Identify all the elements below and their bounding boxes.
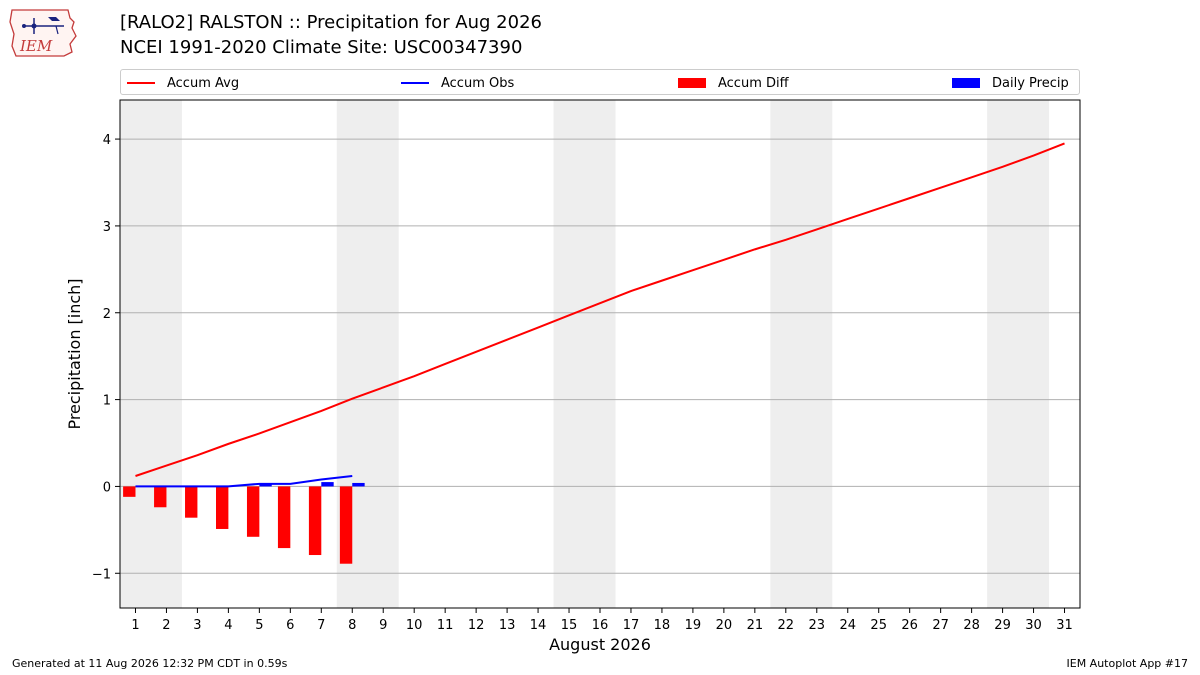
legend-item-accum-obs: Accum Obs xyxy=(401,73,514,93)
xtick-label-8: 8 xyxy=(348,618,356,633)
xtick-label-19: 19 xyxy=(685,618,702,633)
bar-accum-diff-day-5 xyxy=(246,486,260,537)
legend-item-daily-precip: Daily Precip xyxy=(952,73,1069,93)
generated-timestamp: Generated at 11 Aug 2026 12:32 PM CDT in… xyxy=(12,657,288,670)
xtick-label-11: 11 xyxy=(437,618,454,633)
xtick-label-22: 22 xyxy=(778,618,795,633)
xtick-label-18: 18 xyxy=(654,618,671,633)
iem-logo: IEM xyxy=(8,6,80,58)
xtick-label-24: 24 xyxy=(839,618,856,633)
xtick-label-29: 29 xyxy=(994,618,1011,633)
xtick-label-12: 12 xyxy=(468,618,485,633)
xtick-label-7: 7 xyxy=(317,618,325,633)
weekend-band-4 xyxy=(987,100,1050,608)
ytick-label-1: 0 xyxy=(103,480,111,495)
xtick-label-16: 16 xyxy=(592,618,609,633)
bar-daily-precip-day-8 xyxy=(352,482,365,487)
weekend-band-0 xyxy=(120,100,182,608)
xtick-label-5: 5 xyxy=(255,618,263,633)
xtick-label-20: 20 xyxy=(716,618,733,633)
xtick-label-6: 6 xyxy=(286,618,294,633)
legend-label-accum-obs: Accum Obs xyxy=(441,75,515,91)
legend-swatch-daily-precip xyxy=(952,78,980,88)
xtick-label-4: 4 xyxy=(224,618,232,633)
bar-accum-diff-day-6 xyxy=(277,486,291,549)
legend-swatch-accum-obs xyxy=(401,82,429,84)
weekend-band-2 xyxy=(553,100,616,608)
xtick-label-21: 21 xyxy=(747,618,764,633)
legend-item-accum-diff: Accum Diff xyxy=(678,73,789,93)
ytick-label-4: 3 xyxy=(103,220,111,235)
xtick-label-23: 23 xyxy=(809,618,826,633)
weekend-band-3 xyxy=(770,100,833,608)
logo-text: IEM xyxy=(19,37,53,55)
bar-daily-precip-day-7 xyxy=(321,482,334,487)
legend-label-daily-precip: Daily Precip xyxy=(992,75,1069,91)
ytick-label-5: 4 xyxy=(103,133,111,148)
bar-accum-diff-day-7 xyxy=(308,486,322,556)
xtick-label-3: 3 xyxy=(193,618,201,633)
line-accum-obs xyxy=(135,475,353,488)
line-accum-avg xyxy=(135,142,1065,477)
ytick-label-3: 2 xyxy=(103,307,111,322)
app-label: IEM Autoplot App #17 xyxy=(1066,657,1189,670)
xtick-label-17: 17 xyxy=(623,618,640,633)
legend-swatch-accum-avg xyxy=(127,82,155,84)
xtick-label-10: 10 xyxy=(406,618,423,633)
legend-item-accum-avg: Accum Avg xyxy=(127,73,239,93)
y-axis-label: Precipitation [inch] xyxy=(65,278,84,429)
xtick-label-13: 13 xyxy=(499,618,516,633)
xtick-label-9: 9 xyxy=(379,618,387,633)
legend-swatch-accum-diff xyxy=(678,78,706,88)
xtick-label-26: 26 xyxy=(901,618,918,633)
ytick-label-0: −1 xyxy=(92,567,111,582)
xtick-label-27: 27 xyxy=(932,618,949,633)
xtick-label-31: 31 xyxy=(1056,618,1073,633)
ytick-label-2: 1 xyxy=(103,394,111,409)
x-axis-label: August 2026 xyxy=(549,635,651,654)
xtick-label-1: 1 xyxy=(131,618,139,633)
bar-accum-diff-day-1 xyxy=(123,486,136,497)
bar-daily-precip-day-5 xyxy=(259,483,272,487)
bar-accum-diff-day-2 xyxy=(154,486,167,508)
bar-accum-diff-day-8 xyxy=(339,486,353,564)
bar-accum-diff-day-3 xyxy=(185,486,198,518)
legend: Accum Avg Accum Obs Accum Diff Daily Pre… xyxy=(120,69,1080,95)
xtick-label-14: 14 xyxy=(530,618,547,633)
bar-accum-diff-day-4 xyxy=(216,486,229,529)
xtick-label-15: 15 xyxy=(561,618,578,633)
xtick-label-30: 30 xyxy=(1025,618,1042,633)
legend-label-accum-avg: Accum Avg xyxy=(167,75,240,91)
legend-label-accum-diff: Accum Diff xyxy=(718,75,789,91)
xtick-label-2: 2 xyxy=(162,618,170,633)
xtick-label-25: 25 xyxy=(870,618,887,633)
chart-title: [RALO2] RALSTON :: Precipitation for Aug… xyxy=(120,12,542,33)
xtick-label-28: 28 xyxy=(963,618,980,633)
chart-subtitle: NCEI 1991-2020 Climate Site: USC00347390 xyxy=(120,37,523,58)
